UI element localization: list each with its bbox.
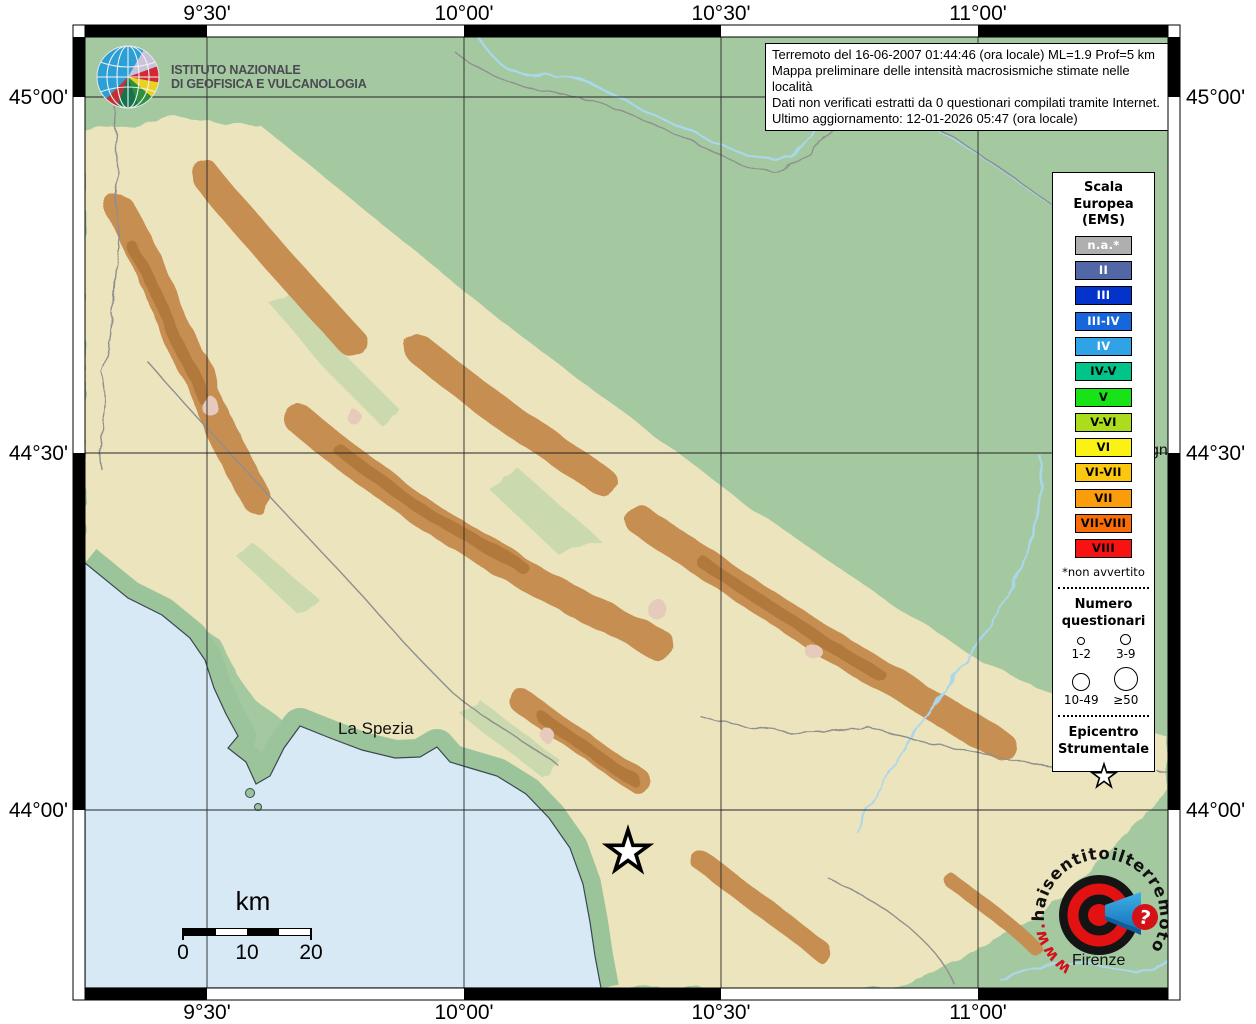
axis-right-44-30: 44°30' bbox=[1186, 442, 1246, 465]
axis-left-44-00: 44°00' bbox=[8, 799, 68, 822]
scalebar-label-10: 10 bbox=[235, 941, 259, 964]
rivers bbox=[477, 37, 1168, 982]
legend-separator-2 bbox=[1058, 715, 1149, 718]
legend-title-line2: Europea bbox=[1073, 196, 1134, 212]
legend-panel: Scala Europea (EMS) n.a.* II III III-IV … bbox=[1052, 172, 1155, 790]
ems-chip-iii: III bbox=[1075, 286, 1132, 306]
info-line-updated: Ultimo aggiornamento: 12-01-2026 05:47 (… bbox=[772, 111, 1078, 126]
ems-chip-viii: VIII bbox=[1075, 539, 1132, 559]
scalebar-label-20: 20 bbox=[299, 941, 323, 964]
info-line-event: Terremoto del 16-06-2007 01:44:46 (ora l… bbox=[772, 47, 1155, 62]
questionnaire-circle-3-9 bbox=[1120, 634, 1132, 646]
epicenter-star bbox=[601, 824, 655, 875]
islets bbox=[245, 788, 262, 811]
axis-left-44-30: 44°30' bbox=[8, 442, 68, 465]
ems-chip-iv: IV bbox=[1075, 336, 1132, 356]
epicenter-star-icon bbox=[1089, 761, 1118, 790]
axis-bottom-11-00: 11°00' bbox=[949, 1001, 1007, 1024]
axis-top-10-00: 10°00' bbox=[434, 2, 494, 25]
epicenter-title-line2: Strumentale bbox=[1057, 741, 1150, 757]
questionnaire-circle-50 bbox=[1113, 667, 1138, 692]
relief-map bbox=[85, 37, 1168, 988]
ems-chip-vi: VI bbox=[1075, 438, 1132, 458]
axis-bottom-10-00: 10°00' bbox=[434, 1001, 494, 1024]
axis-top-11-00: 11°00' bbox=[949, 2, 1007, 25]
ingv-name-line2: DI GEOFISICA E VULCANOLOGIA bbox=[171, 77, 367, 91]
ems-chip-v-vi: V-VI bbox=[1075, 412, 1132, 432]
ingv-name-line1: ISTITUTO NAZIONALE bbox=[171, 63, 301, 77]
ingv-globe-icon bbox=[96, 45, 160, 109]
scalebar-label-0: 0 bbox=[177, 941, 189, 964]
scalebar-tick-start bbox=[182, 928, 184, 940]
questionnaire-label-10-49: 10-49 bbox=[1063, 693, 1099, 708]
axis-left-45-00: 45°00' bbox=[8, 86, 68, 109]
ingv-logo: ISTITUTO NAZIONALE DI GEOFISICA E VULCAN… bbox=[95, 44, 367, 110]
ems-chip-vi-vii: VI-VII bbox=[1075, 463, 1132, 483]
axis-right-44-00: 44°00' bbox=[1186, 799, 1246, 822]
questionnaire-label-1-2: 1-2 bbox=[1071, 647, 1092, 662]
ems-chip-na: n.a.* bbox=[1075, 235, 1132, 255]
axis-right-45-00: 45°00' bbox=[1186, 86, 1246, 109]
questionnaire-label-50: ≥50 bbox=[1113, 693, 1139, 708]
info-line-data-source: Dati non verificati estratti da 0 questi… bbox=[772, 95, 1161, 110]
axis-top-9-30: 9°30' bbox=[183, 2, 231, 25]
ems-chip-iv-v: IV-V bbox=[1075, 362, 1132, 382]
map-label-la-spezia: La Spezia bbox=[338, 719, 414, 738]
axis-bottom-9-30: 9°30' bbox=[183, 1001, 231, 1024]
epicenter-title-line1: Epicentro bbox=[1068, 725, 1139, 741]
legend-footnote: *non avvertito bbox=[1062, 565, 1145, 580]
haisentitoilterremoto-logo: www.haisentitoilterremoto.it ? bbox=[1027, 842, 1177, 986]
ligurian-sea bbox=[85, 562, 602, 988]
scalebar-unit: km bbox=[235, 886, 271, 916]
info-line-map-type: Mappa preliminare delle intensità macros… bbox=[772, 63, 1130, 94]
legend-title-line1: Scala bbox=[1083, 180, 1124, 195]
map-label-firenze: Firenze bbox=[1072, 952, 1126, 969]
legend-title-line3: (EMS) bbox=[1081, 213, 1126, 228]
questionnaire-title-line2: questionari bbox=[1061, 613, 1146, 629]
legend-separator bbox=[1058, 587, 1149, 590]
svg-text:?: ? bbox=[1137, 906, 1152, 930]
ems-chip-iii-iv: III-IV bbox=[1075, 311, 1132, 331]
megaphone-icon bbox=[1105, 892, 1141, 935]
scalebar-tick-end bbox=[310, 928, 312, 940]
graticule bbox=[85, 37, 1168, 988]
ems-chip-vii-viii: VII-VIII bbox=[1075, 514, 1132, 534]
question-mark-badge: ? bbox=[1132, 904, 1158, 930]
ems-chip-v: V bbox=[1075, 387, 1132, 407]
earthquake-info-box: Terremoto del 16-06-2007 01:44:46 (ora l… bbox=[765, 43, 1171, 131]
axis-top-10-30: 10°30' bbox=[691, 2, 751, 25]
questionnaire-circle-10-49 bbox=[1072, 673, 1091, 692]
region-borders bbox=[99, 51, 1168, 986]
axis-bottom-10-30: 10°30' bbox=[691, 1001, 751, 1024]
questionnaire-label-3-9: 3-9 bbox=[1115, 647, 1136, 662]
questionnaire-title-line1: Numero bbox=[1074, 597, 1133, 613]
ems-chip-vii: VII bbox=[1075, 488, 1132, 508]
questionnaire-circle-1-2 bbox=[1077, 637, 1086, 646]
ems-chip-ii: II bbox=[1075, 261, 1132, 281]
